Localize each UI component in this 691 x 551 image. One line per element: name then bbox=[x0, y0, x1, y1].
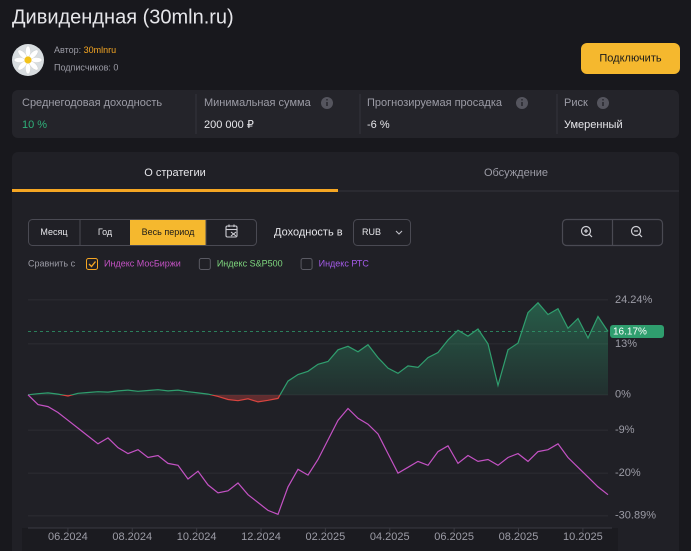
x-tick-label: 08.2024 bbox=[112, 531, 152, 543]
compare-label: Сравнить с bbox=[28, 258, 76, 268]
checkmark bbox=[88, 261, 97, 268]
avatar bbox=[12, 44, 44, 76]
zoom-buttons[interactable] bbox=[561, 218, 664, 247]
button-label[interactable]: Подключить bbox=[599, 52, 661, 64]
legend-label: Индекс МосБиржи bbox=[104, 258, 181, 268]
author-label: Автор: bbox=[54, 45, 81, 55]
y-tick-label: 0% bbox=[615, 389, 631, 401]
tab[interactable]: О стратегии bbox=[144, 167, 205, 179]
stat-value: 200 000 ₽ bbox=[204, 119, 254, 131]
checkbox bbox=[198, 258, 211, 270]
checkbox bbox=[86, 258, 98, 270]
legend-item[interactable]: Индекс МосБиржи bbox=[86, 258, 181, 270]
period-button[interactable]: Год bbox=[98, 227, 113, 237]
area bbox=[28, 302, 608, 402]
subscribers: Подписчиков: 0 bbox=[54, 62, 118, 72]
legend-item[interactable]: Индекс РТС bbox=[300, 258, 370, 270]
stat-label: Риск bbox=[564, 97, 588, 109]
tab[interactable]: Обсуждение bbox=[484, 167, 548, 179]
y-tick-label: -9% bbox=[615, 424, 635, 436]
line bbox=[27, 301, 609, 403]
current-value-label: 16.17% bbox=[613, 327, 647, 338]
period-active[interactable] bbox=[130, 220, 206, 245]
period-button[interactable]: Весь период bbox=[142, 227, 195, 237]
line bbox=[27, 394, 609, 516]
connect-button[interactable]: Подключить bbox=[581, 43, 680, 74]
author: Автор: 30mlnru bbox=[54, 45, 116, 55]
currency-value[interactable]: RUB bbox=[362, 227, 381, 237]
plot: 24.24% 13% 0% -9% -20% -30.89% 06.2024 08.2024 1… bbox=[27, 294, 664, 543]
stats-card bbox=[12, 90, 679, 138]
stat-label: Прогнозируемая просадка bbox=[367, 97, 503, 109]
legend-item[interactable]: Индекс S&P500 bbox=[198, 258, 283, 270]
stat-label: Среднегодовая доходность bbox=[22, 97, 162, 109]
y-tick-label: -20% bbox=[615, 467, 641, 479]
checkbox bbox=[300, 258, 313, 270]
info-icons[interactable] bbox=[321, 97, 609, 109]
y-tick-label: 13% bbox=[615, 338, 637, 350]
stats-dividers bbox=[195, 94, 558, 134]
x-tick-label: 06.2025 bbox=[434, 531, 474, 543]
button-bg[interactable] bbox=[581, 43, 680, 74]
y-tick-label: -30.89% bbox=[615, 510, 656, 522]
stat-value: Умеренный bbox=[564, 119, 623, 131]
x-tick-label: 06.2024 bbox=[48, 531, 88, 543]
page-title: Дивидендная (30mln.ru) bbox=[12, 6, 234, 28]
x-axis-band bbox=[22, 528, 618, 551]
stat-value: 10 % bbox=[22, 119, 47, 131]
author-name[interactable]: 30mlnru bbox=[84, 45, 117, 55]
currency-select[interactable]: RUB bbox=[353, 219, 411, 246]
x-tick-label: 10.2025 bbox=[563, 531, 603, 543]
period-switch[interactable]: Месяц Год Весь период bbox=[28, 219, 257, 246]
x-tick-label: 10.2024 bbox=[177, 531, 217, 543]
period-button[interactable]: Месяц bbox=[40, 227, 67, 237]
legend-label: Индекс РТС bbox=[319, 258, 370, 268]
current-value-badge bbox=[610, 325, 664, 339]
y-tick-label: 24.24% bbox=[615, 294, 653, 306]
stat-value: -6 % bbox=[367, 119, 390, 131]
stat-label: Минимальная сумма bbox=[204, 97, 312, 109]
x-tick-label: 12.2024 bbox=[241, 531, 281, 543]
active-tab-indicator bbox=[12, 189, 338, 192]
calendar-icon[interactable] bbox=[225, 224, 238, 238]
yield-label: Доходность в bbox=[274, 226, 343, 238]
x-tick-label: 02.2025 bbox=[306, 531, 346, 543]
x-tick-label: 08.2025 bbox=[499, 531, 539, 543]
legend-label: Индекс S&P500 bbox=[217, 258, 283, 268]
x-tick-label: 04.2025 bbox=[370, 531, 410, 543]
